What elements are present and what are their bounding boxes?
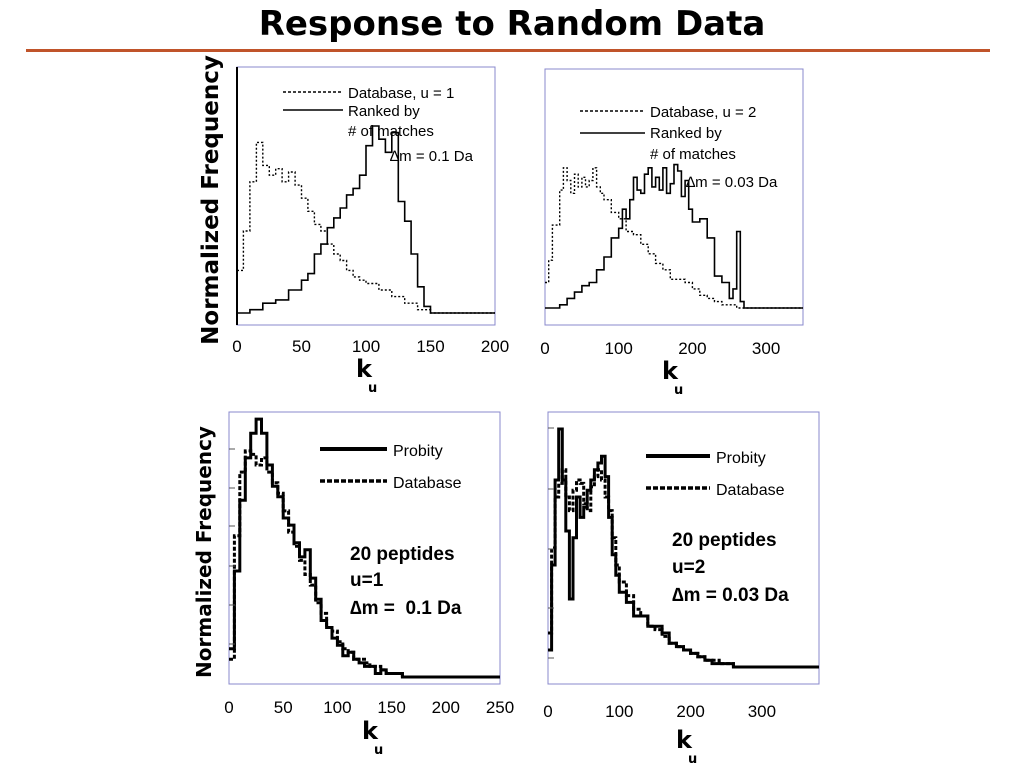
x-tick-label: 50 bbox=[274, 698, 293, 717]
plot-frame bbox=[544, 68, 804, 326]
x-tick-label: 200 bbox=[432, 698, 460, 717]
legend-label-matches: # of matches bbox=[348, 123, 434, 140]
legend-label-matches: # of matches bbox=[650, 146, 736, 163]
annotation-delta-m: ∆m = 0.03 Da bbox=[672, 585, 789, 606]
x-axis-label-subscript: u bbox=[374, 743, 383, 758]
series-line-database bbox=[237, 141, 495, 314]
x-axis-label: k bbox=[362, 717, 379, 745]
y-axis-label: Normalized Frequency bbox=[192, 426, 216, 678]
title-rule bbox=[26, 49, 990, 52]
x-tick-label: 0 bbox=[540, 339, 549, 358]
x-tick-label: 100 bbox=[323, 698, 351, 717]
annotation-delta-m: ∆m = 0.1 Da bbox=[350, 598, 462, 619]
x-tick-label: 200 bbox=[678, 339, 706, 358]
chart-bottom-right: 0 100 200 300 Probity Database 20 peptides … bbox=[543, 411, 820, 767]
x-tick-label: 250 bbox=[486, 698, 514, 717]
plot-frame-left-edge bbox=[236, 67, 238, 325]
slide-title: Response to Random Data bbox=[258, 4, 766, 44]
plot-frame bbox=[547, 411, 820, 685]
x-tick-group: 0 100 200 300 bbox=[540, 339, 780, 358]
x-axis-label-subscript: u bbox=[688, 752, 697, 767]
y-axis-label: Normalized Frequency bbox=[198, 55, 224, 345]
annotation-u: u=2 bbox=[672, 557, 705, 578]
plot-frame bbox=[228, 411, 501, 685]
x-tick-group: 0 50 100 150 200 bbox=[232, 337, 509, 356]
x-tick-label: 0 bbox=[543, 702, 552, 721]
x-tick-label: 0 bbox=[232, 337, 241, 356]
chart-bottom-left: 0 50 100 150 200 250 Probity Database 20 pept… bbox=[192, 411, 514, 758]
x-axis-label: k bbox=[356, 355, 373, 383]
x-tick-label: 150 bbox=[377, 698, 405, 717]
legend-label-database: Database, u = 1 bbox=[348, 85, 454, 102]
annotation-peptides: 20 peptides bbox=[672, 530, 777, 551]
annotation-delta-m: ∆m = 0.1 Da bbox=[390, 148, 474, 165]
annotation-delta-m: ∆m = 0.03 Da bbox=[686, 174, 778, 191]
x-axis-label-subscript: u bbox=[674, 383, 683, 398]
legend-label-database: Database bbox=[393, 475, 462, 492]
series-line-database bbox=[545, 167, 803, 309]
legend-label-probity: Probity bbox=[716, 450, 766, 467]
x-tick-group: 0 100 200 300 bbox=[543, 427, 776, 721]
legend-label-probity: Probity bbox=[393, 443, 443, 460]
series-line-probity bbox=[548, 427, 819, 669]
series-line-ranked bbox=[545, 163, 803, 309]
x-tick-label: 300 bbox=[752, 339, 780, 358]
x-tick-label: 200 bbox=[481, 337, 509, 356]
chart-top-right: 0 100 200 300 Database, u = 2 Ranked by # o… bbox=[540, 68, 804, 398]
x-tick-group: 0 50 100 150 200 250 bbox=[224, 448, 514, 717]
annotation-peptides: 20 peptides bbox=[350, 544, 455, 565]
x-tick-label: 100 bbox=[352, 337, 380, 356]
series-line-probity bbox=[229, 417, 500, 679]
x-tick-label: 0 bbox=[224, 698, 233, 717]
x-axis-label: k bbox=[662, 357, 679, 385]
legend-label-database: Database bbox=[716, 482, 785, 499]
legend-label-ranked: Ranked by bbox=[650, 125, 722, 142]
series-line-ranked bbox=[237, 125, 495, 314]
x-tick-label: 150 bbox=[416, 337, 444, 356]
x-tick-label: 50 bbox=[292, 337, 311, 356]
x-axis-label-subscript: u bbox=[368, 381, 377, 396]
x-axis-label: k bbox=[676, 726, 693, 754]
x-tick-label: 300 bbox=[748, 702, 776, 721]
legend-label-ranked: Ranked by bbox=[348, 103, 420, 120]
legend-label-database: Database, u = 2 bbox=[650, 104, 756, 121]
annotation-u: u=1 bbox=[350, 570, 384, 591]
x-tick-label: 100 bbox=[605, 702, 633, 721]
x-tick-label: 200 bbox=[676, 702, 704, 721]
chart-top-left: 0 50 100 150 200 Database, u = 1 Ranked by #… bbox=[198, 55, 509, 396]
x-tick-label: 100 bbox=[605, 339, 633, 358]
